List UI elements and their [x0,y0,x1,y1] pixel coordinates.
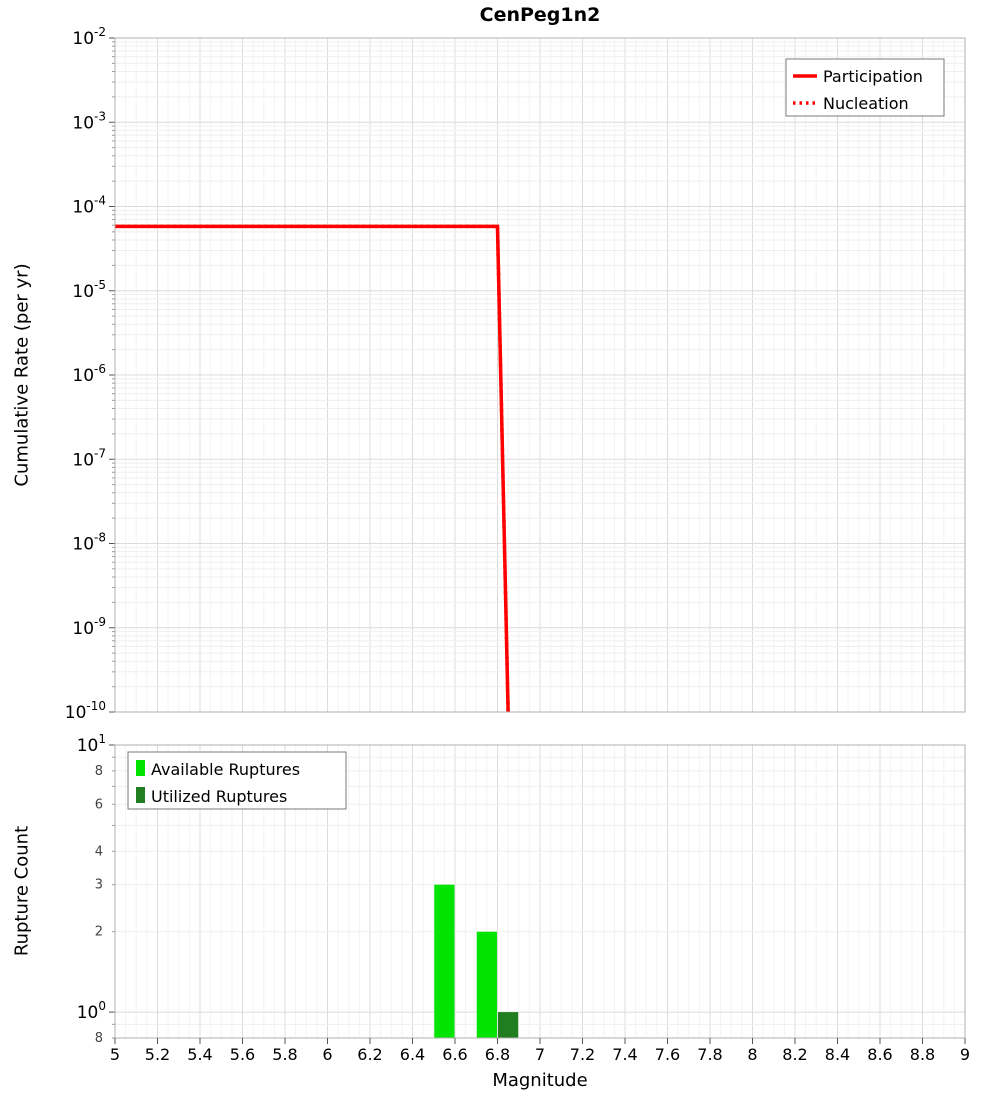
xtick-label-6.8: 6.8 [485,1045,510,1064]
ytick-label-1e-7: 10-7 [72,446,106,470]
legend-sample-available-ruptures-icon [136,760,145,776]
xtick-label-7.4: 7.4 [612,1045,637,1064]
ytick-label-1e-4: 10-4 [72,194,106,218]
xtick-label-5.4: 5.4 [187,1045,212,1064]
ytick-label-3: 3 [95,878,103,893]
legend-label-available-ruptures: Available Ruptures [151,760,300,779]
ytick-label-1e-5: 10-5 [72,278,106,302]
ytick-label-8: 8 [95,764,103,779]
xtick-label-5.8: 5.8 [272,1045,297,1064]
legend-label-nucleation: Nucleation [823,94,909,113]
ytick-label-1: 100 [77,999,106,1023]
ytick-label-1e-6: 10-6 [72,362,106,386]
xtick-label-5.2: 5.2 [145,1045,170,1064]
chart-title: CenPeg1n2 [479,4,601,26]
xtick-label-6.6: 6.6 [442,1045,467,1064]
xtick-label-7.8: 7.8 [697,1045,722,1064]
xtick-label-8.6: 8.6 [867,1045,892,1064]
xtick-label-8: 8 [747,1045,757,1064]
legend-box [127,751,347,810]
ytick-label-1e-2: 10-2 [72,25,106,49]
ytick-label-2: 2 [95,925,103,940]
utilized-ruptures-bar [498,1012,519,1038]
ytick-label-1e-8: 10-8 [72,531,106,555]
xtick-label-7.6: 7.6 [655,1045,680,1064]
participation-line [115,224,510,713]
xtick-label-8.8: 8.8 [910,1045,935,1064]
ytick-label-4: 4 [95,844,103,859]
available-ruptures-bar [476,931,497,1038]
xtick-label-5: 5 [110,1045,120,1064]
legend-label-participation: Participation [823,67,923,86]
legend-box [785,58,945,117]
ytick-label-1e-10: 10-10 [65,699,106,723]
xtick-label-6.2: 6.2 [357,1045,382,1064]
count-panel: 101 8 6 4 3 2 100 8 Available Ruptures Utilized R… [77,732,966,1046]
legend-rate: Participation Nucleation [785,58,945,117]
xtick-label-9: 9 [960,1045,970,1064]
legend-label-utilized-ruptures: Utilized Ruptures [151,787,287,806]
ytick-label-1e-3: 10-3 [72,109,106,133]
legend-sample-utilized-ruptures-icon [136,787,145,803]
available-ruptures-bar [434,884,455,1038]
xtick-label-6: 6 [322,1045,332,1064]
x-axis: 5 5.2 5.4 5.6 5.8 6 6.2 6.4 6.6 6.8 7 7.2 7.4 7.6 7.8 8… [110,1038,970,1064]
ytick-label-1e-9: 10-9 [72,615,106,639]
xtick-label-6.4: 6.4 [400,1045,425,1064]
x-axis-title: Magnitude [492,1070,588,1091]
xtick-label-7.2: 7.2 [570,1045,595,1064]
ytick-label-6: 6 [95,797,103,812]
xtick-label-7: 7 [535,1045,545,1064]
rate-panel: 10-2 10-3 10-4 10-5 10-6 10-7 10-8 10-9 10-10 Par… [65,25,966,723]
legend-count: Available Ruptures Utilized Ruptures [127,751,347,810]
ytick-label-10: 101 [77,732,106,756]
ytick-label-0.8: 8 [95,1031,103,1046]
xtick-label-8.2: 8.2 [782,1045,807,1064]
xtick-label-8.4: 8.4 [825,1045,850,1064]
xtick-label-5.6: 5.6 [230,1045,255,1064]
plot-border [114,37,966,713]
